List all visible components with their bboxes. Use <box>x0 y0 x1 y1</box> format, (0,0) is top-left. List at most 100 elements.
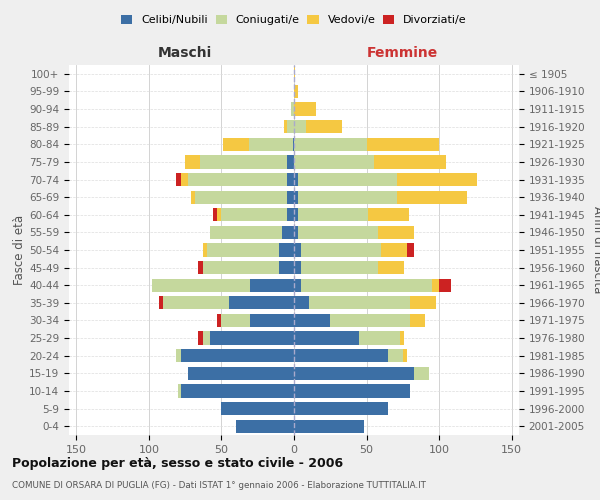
Bar <box>294 102 316 116</box>
Bar <box>181 349 294 362</box>
Bar <box>298 173 397 186</box>
Bar <box>229 296 294 310</box>
Text: Popolazione per età, sesso e stato civile - 2006: Popolazione per età, sesso e stato civil… <box>12 458 343 470</box>
Bar <box>305 120 342 134</box>
Text: Femmine: Femmine <box>367 46 439 60</box>
Bar <box>221 402 294 415</box>
Bar <box>294 190 298 204</box>
Bar <box>207 244 280 256</box>
Bar <box>367 138 439 151</box>
Bar <box>301 278 432 292</box>
Bar <box>397 190 467 204</box>
Bar <box>250 278 294 292</box>
Bar <box>203 332 210 344</box>
Bar <box>198 332 203 344</box>
Bar <box>397 173 477 186</box>
Bar <box>407 244 415 256</box>
Bar <box>378 261 404 274</box>
Bar <box>287 173 294 186</box>
Bar <box>221 208 287 222</box>
Legend: Celibi/Nubili, Coniugati/e, Vedovi/e, Divorziati/e: Celibi/Nubili, Coniugati/e, Vedovi/e, Di… <box>118 12 470 28</box>
Bar <box>294 296 308 310</box>
Bar <box>381 244 407 256</box>
Bar <box>301 244 381 256</box>
Bar <box>181 173 188 186</box>
Bar <box>298 226 378 239</box>
Bar <box>294 173 298 186</box>
Bar <box>294 332 359 344</box>
Bar <box>294 244 301 256</box>
Bar <box>294 261 301 274</box>
Text: Maschi: Maschi <box>158 46 212 60</box>
Bar <box>287 156 294 168</box>
Bar <box>287 120 294 134</box>
Bar <box>432 278 439 292</box>
Bar <box>280 261 294 274</box>
Bar <box>195 190 287 204</box>
Bar <box>298 208 368 222</box>
Bar <box>403 349 407 362</box>
Bar <box>294 402 388 415</box>
Bar <box>294 278 301 292</box>
Bar <box>287 208 294 222</box>
Bar <box>359 332 400 344</box>
Bar <box>291 102 294 116</box>
Bar <box>293 138 294 151</box>
Bar <box>294 314 330 327</box>
Bar <box>298 190 397 204</box>
Bar <box>378 226 415 239</box>
Bar <box>152 278 250 292</box>
Bar <box>294 366 415 380</box>
Bar <box>294 349 388 362</box>
Bar <box>410 314 425 327</box>
Bar <box>210 332 294 344</box>
Y-axis label: Fasce di età: Fasce di età <box>13 215 26 285</box>
Bar <box>294 420 364 433</box>
Bar <box>159 296 163 310</box>
Bar <box>188 366 294 380</box>
Bar <box>178 384 181 398</box>
Text: COMUNE DI ORSARA DI PUGLIA (FG) - Dati ISTAT 1° gennaio 2006 - Elaborazione TUTT: COMUNE DI ORSARA DI PUGLIA (FG) - Dati I… <box>12 481 426 490</box>
Bar <box>191 190 195 204</box>
Bar <box>250 314 294 327</box>
Bar <box>163 296 229 310</box>
Bar <box>176 173 181 186</box>
Bar <box>188 173 287 186</box>
Bar <box>181 384 294 398</box>
Bar <box>294 85 298 98</box>
Bar <box>185 156 200 168</box>
Bar <box>294 67 295 80</box>
Bar <box>284 120 287 134</box>
Bar <box>330 314 410 327</box>
Bar <box>294 138 367 151</box>
Bar <box>301 261 378 274</box>
Bar <box>200 156 287 168</box>
Bar <box>217 208 221 222</box>
Bar <box>415 366 429 380</box>
Bar <box>176 349 181 362</box>
Bar <box>221 314 250 327</box>
Bar <box>400 332 404 344</box>
Bar <box>294 208 298 222</box>
Bar <box>249 138 293 151</box>
Bar <box>410 296 436 310</box>
Bar <box>236 420 294 433</box>
Bar <box>203 261 280 274</box>
Bar <box>203 244 207 256</box>
Bar <box>294 120 305 134</box>
Bar <box>198 261 203 274</box>
Bar <box>439 278 451 292</box>
Bar <box>294 226 298 239</box>
Bar <box>368 208 409 222</box>
Bar <box>374 156 446 168</box>
Bar <box>294 156 374 168</box>
Bar <box>210 226 283 239</box>
Bar <box>294 384 410 398</box>
Bar <box>223 138 249 151</box>
Bar <box>308 296 410 310</box>
Bar <box>388 349 403 362</box>
Bar <box>287 190 294 204</box>
Y-axis label: Anni di nascita: Anni di nascita <box>591 206 600 294</box>
Bar <box>283 226 294 239</box>
Bar <box>280 244 294 256</box>
